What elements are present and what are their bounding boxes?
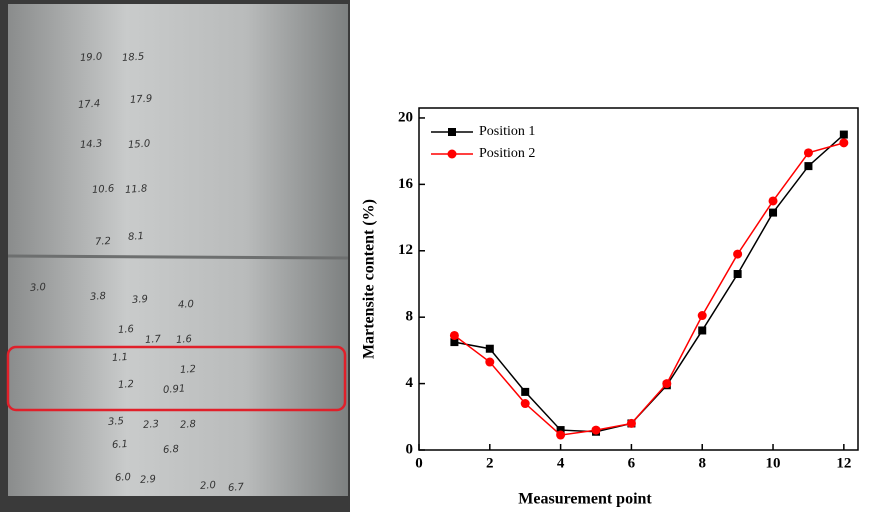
handwritten-value: 14.3 — [80, 138, 103, 151]
y-tick-label: 20 — [398, 109, 413, 125]
data-point — [591, 425, 601, 435]
data-point — [520, 399, 530, 409]
handwritten-value: 2.8 — [180, 419, 197, 431]
y-tick-label: 16 — [398, 176, 414, 192]
handwritten-value: 1.2 — [180, 364, 197, 376]
data-point — [556, 426, 565, 435]
handwritten-value: 3.8 — [90, 291, 107, 303]
plot-frame — [418, 107, 859, 451]
x-tick-label: 4 — [557, 455, 565, 471]
photo: 19.0 18.5 17.4 17.9 14.3 15.0 10.6 11.8 7.2 8.1 3.… — [0, 0, 350, 512]
data-point — [485, 344, 494, 353]
data-point — [521, 387, 530, 396]
x-tick-label: 6 — [628, 455, 636, 471]
legend-marker — [447, 149, 457, 159]
y-axis-label: Martensite content (%) — [361, 199, 378, 359]
x-axis-label: Measurement point — [518, 491, 652, 508]
y-tick-label: 8 — [406, 309, 414, 325]
handwritten-value: 3.0 — [30, 282, 47, 294]
handwritten-value: 3.9 — [132, 294, 149, 306]
data-point — [769, 208, 778, 217]
chart: Measurement point Martensite content (%)… — [361, 107, 859, 508]
data-point — [697, 311, 707, 321]
handwritten-value: 7.2 — [95, 236, 112, 248]
handwritten-value: 1.1 — [112, 352, 129, 364]
data-point — [626, 418, 636, 428]
data-point — [733, 270, 742, 279]
handwritten-value: 17.9 — [130, 93, 153, 106]
data-point — [839, 130, 848, 139]
handwritten-value: 15.0 — [128, 138, 151, 151]
y-tick-label: 12 — [398, 242, 413, 258]
cup-lower — [8, 256, 348, 496]
handwritten-value: 0.91 — [163, 383, 186, 396]
handwritten-value: 6.1 — [112, 439, 129, 451]
x-tick-label: 2 — [486, 455, 494, 471]
data-point — [768, 196, 778, 206]
data-point — [803, 148, 813, 158]
handwritten-value: 10.6 — [92, 183, 115, 196]
y-tick-label: 0 — [406, 441, 414, 457]
data-point — [698, 326, 707, 335]
handwritten-value: 2.0 — [200, 480, 217, 492]
legend-label: Position 2 — [479, 146, 535, 161]
series-line — [454, 134, 845, 433]
handwritten-value: 18.5 — [122, 51, 145, 64]
handwritten-value: 17.4 — [78, 98, 101, 111]
handwritten-value: 4.0 — [178, 299, 195, 311]
handwritten-value: 8.1 — [128, 231, 145, 243]
data-point — [485, 357, 495, 367]
cup-upper — [8, 4, 348, 256]
handwritten-value: 1.6 — [118, 324, 135, 336]
handwritten-value: 19.0 — [80, 51, 103, 64]
data-point — [733, 249, 743, 259]
x-tick-label: 10 — [766, 455, 781, 471]
cup-rim — [7, 254, 349, 260]
legend-marker — [448, 128, 456, 136]
data-point — [449, 330, 459, 340]
handwritten-value: 2.9 — [140, 474, 157, 486]
y-tick-label: 4 — [406, 375, 414, 391]
handwritten-value: 3.5 — [108, 416, 125, 428]
x-tick-label: 8 — [698, 455, 706, 471]
handwritten-value: 6.7 — [228, 482, 245, 494]
data-point — [839, 138, 849, 148]
highlight-box — [6, 345, 347, 412]
handwritten-value: 1.7 — [145, 334, 162, 346]
data-point — [450, 338, 459, 347]
handwritten-value: 2.3 — [143, 419, 160, 431]
data-point — [804, 162, 813, 171]
legend-label: Position 1 — [479, 124, 535, 139]
series-line — [453, 142, 845, 436]
x-tick-label: 12 — [836, 455, 851, 471]
data-point — [662, 379, 672, 389]
handwritten-value: 1.2 — [118, 379, 135, 391]
handwritten-value: 11.8 — [125, 183, 148, 196]
handwritten-value: 6.8 — [163, 444, 180, 456]
x-tick-label: 0 — [415, 455, 423, 471]
handwritten-value: 1.6 — [176, 334, 193, 346]
data-point — [556, 430, 566, 440]
handwritten-value: 6.0 — [115, 472, 132, 484]
